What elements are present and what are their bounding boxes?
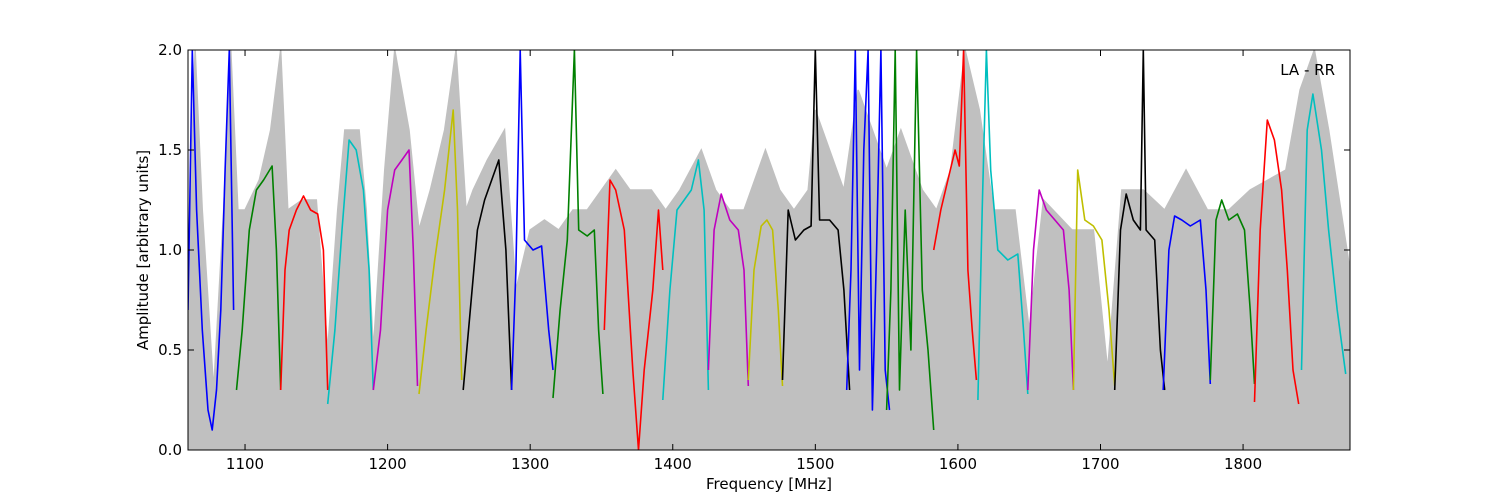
x-axis: 1100 1200 1300 1400 1500 1600 1700 1800 [226,50,1262,473]
x-tick-label: 1300 [511,455,549,473]
series-line-12 [707,193,750,387]
series-line-24 [1253,119,1300,405]
series-line-10 [603,179,664,450]
series-line-21 [1113,50,1166,391]
series-line-18 [977,50,1029,401]
series-line-9 [552,50,604,399]
x-tick-label: 1600 [939,455,977,473]
series-line-5 [372,149,419,391]
y-axis: 0.0 0.5 1.0 1.5 2.0 [158,41,1350,459]
series-line-23 [1209,199,1256,385]
background-reference-trace [188,50,1350,450]
x-axis-label: Frequency [MHz] [706,475,832,493]
y-tick-label: 0.5 [158,341,182,359]
series-line-6 [418,109,463,395]
series-line-17 [932,50,978,381]
x-tick-label: 1400 [654,455,692,473]
series-line-19 [1027,189,1075,391]
series-line-1 [188,50,235,431]
series-line-22 [1162,215,1212,391]
series-line-11 [662,159,710,401]
x-tick-label: 1100 [226,455,264,473]
series-line-4 [326,139,375,405]
series-line-7 [462,159,513,391]
x-tick-label: 1200 [369,455,407,473]
series-line-3 [279,195,329,391]
x-tick-label: 1800 [1224,455,1262,473]
y-tick-label: 2.0 [158,41,182,59]
series-line-20 [1072,169,1116,391]
y-tick-label: 1.0 [158,241,182,259]
series-line-15 [845,50,891,411]
y-tick-label: 0.0 [158,441,182,459]
x-tick-label: 1500 [796,455,834,473]
chart-annotation: LA - RR [1280,61,1335,79]
series-line-16 [885,50,935,431]
series-layer [188,50,1350,450]
x-tick-label: 1700 [1081,455,1119,473]
y-tick-label: 1.5 [158,141,182,159]
series-line-14 [781,50,851,391]
series-line-8 [510,50,554,391]
y-axis-label: Amplitude [arbitrary units] [134,150,152,350]
series-line-13 [747,219,784,387]
series-line-25 [1300,93,1347,375]
series-line-2 [235,165,282,391]
